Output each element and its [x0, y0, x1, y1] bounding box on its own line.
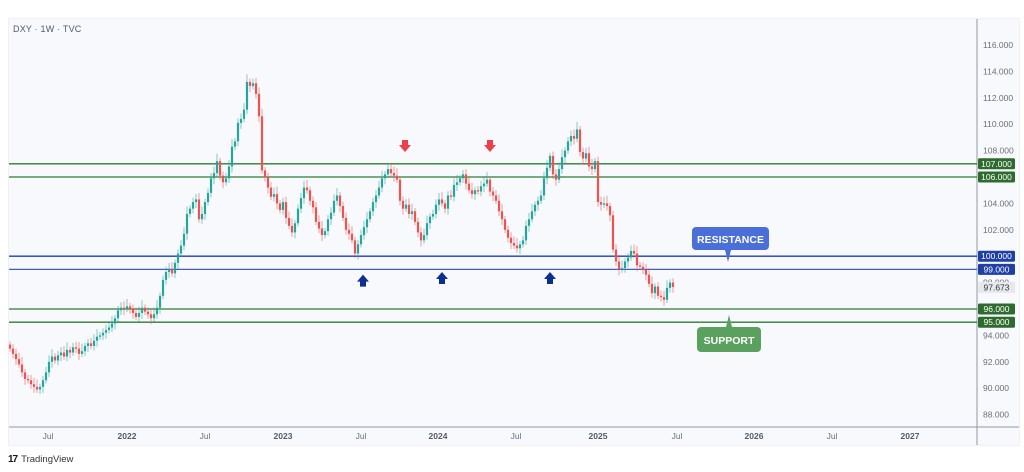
level-price-tag — [978, 263, 1015, 275]
price-tick-label: 116.000 — [983, 40, 1013, 50]
symbol-label[interactable]: DXY · 1W · TVC — [13, 24, 82, 34]
price-tick-label: 110.000 — [983, 119, 1013, 129]
level-price-text: 95.000 — [984, 317, 1010, 327]
footer-branding: 17 TradingView — [8, 454, 73, 465]
level-price-text: 106.000 — [981, 172, 1012, 182]
time-axis[interactable]: Jul 2022 Jul 2023 Jul 2024 Jul 2025 Jul 2026 Jul 20… — [43, 431, 920, 441]
time-tick-label: 2022 — [118, 431, 137, 441]
time-tick-label: Jul — [827, 431, 838, 441]
candlestick-series[interactable] — [8, 74, 675, 395]
level-price-tag — [978, 316, 1015, 328]
level-price-tag — [978, 158, 1015, 170]
time-tick-label: 2025 — [589, 431, 608, 441]
time-tick-label: Jul — [672, 431, 683, 441]
arrow-up-icon — [544, 272, 556, 284]
price-tick-label: 94.000 — [983, 330, 1009, 340]
level-price-text: 100.000 — [981, 251, 1012, 261]
time-tick-label: Jul — [356, 431, 367, 441]
price-tick-label: 92.000 — [983, 357, 1009, 367]
level-price-text: 99.000 — [984, 264, 1010, 274]
price-tick-label: 102.000 — [983, 225, 1014, 235]
annotation-arrows — [357, 139, 556, 287]
horizontal-levels: 107.000 106.000 100.000 99.000 96.000 95.000 — [9, 158, 1015, 328]
level-price-tag — [978, 171, 1015, 183]
time-tick-label: 2026 — [745, 431, 764, 441]
price-tick-label: 90.000 — [983, 383, 1009, 393]
time-tick-label: Jul — [200, 431, 211, 441]
arrow-down-icon — [484, 139, 496, 152]
time-tick-label: 2024 — [429, 431, 448, 441]
arrow-up-icon — [436, 272, 448, 284]
price-tick-label: 114.000 — [983, 66, 1013, 76]
level-price-text: 96.000 — [984, 304, 1010, 314]
level-price-tag — [978, 303, 1015, 315]
last-price-text: 97.673 — [984, 282, 1010, 292]
arrow-up-icon — [357, 274, 369, 287]
time-tick-label: 2027 — [901, 431, 920, 441]
price-tick-label: 88.000 — [983, 410, 1009, 420]
resistance-callout — [692, 227, 769, 250]
level-price-text: 107.000 — [981, 159, 1012, 169]
price-tick-label: 112.000 — [983, 93, 1013, 103]
support-label: SUPPORT — [704, 335, 755, 347]
price-axis[interactable]: 88.00090.00092.00094.00096.00098.000100.… — [983, 40, 1014, 420]
arrow-down-icon — [399, 139, 411, 152]
tradingview-logo-icon: 17 — [8, 454, 18, 465]
time-tick-label: Jul — [511, 431, 522, 441]
level-price-tag — [978, 250, 1015, 262]
brand-name: TradingView — [21, 454, 74, 465]
callouts: RESISTANCE SUPPORT — [692, 227, 769, 352]
resistance-label: RESISTANCE — [697, 234, 764, 246]
last-price-tag — [978, 281, 1015, 293]
support-callout — [697, 327, 761, 352]
chart-frame — [8, 18, 1020, 446]
price-tick-label: 108.000 — [983, 146, 1014, 156]
time-tick-label: Jul — [43, 431, 54, 441]
time-tick-label: 2023 — [274, 431, 293, 441]
price-tick-label: 104.000 — [983, 198, 1014, 208]
